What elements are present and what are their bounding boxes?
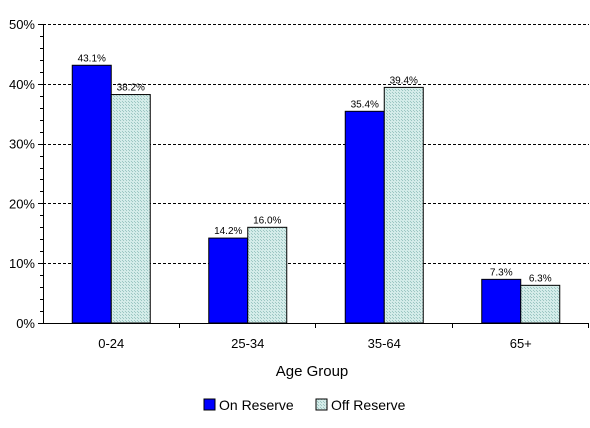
y-tick-label: 20% (9, 196, 35, 211)
bar-on-reserve-25-34 (208, 237, 249, 324)
axes: 0% 10% 20% 30% 40% 50% 0-24 25-34 35-64 65+ (9, 17, 589, 351)
data-label: 16.0% (253, 215, 281, 226)
y-tick-label: 0% (16, 316, 35, 331)
bar-off-reserve-35-64 (383, 86, 424, 324)
data-labels: 43.1% 38.2% 14.2% 16.0% 35.4% 39.4% 7.3% 6.3% (78, 53, 552, 284)
data-label: 43.1% (78, 53, 106, 64)
legend-label-on-reserve: On Reserve (219, 397, 294, 413)
legend-swatch-on-reserve (203, 398, 216, 411)
data-label: 14.2% (214, 226, 242, 237)
y-tick-label: 10% (9, 256, 35, 271)
bar-on-reserve-65+ (481, 278, 522, 324)
legend-label-off-reserve: Off Reserve (331, 397, 406, 413)
bar-off-reserve-0-24 (110, 94, 151, 324)
y-tick-label: 40% (9, 77, 35, 92)
x-tick-label: 25-34 (231, 336, 264, 351)
data-label: 7.3% (490, 267, 513, 278)
bar-off-reserve-25-34 (247, 226, 288, 324)
x-axis-title: Age Group (276, 363, 349, 380)
data-label: 35.4% (351, 99, 379, 110)
x-tick-label: 35-64 (368, 336, 401, 351)
x-tick-label: 0-24 (98, 336, 124, 351)
bars (71, 64, 561, 324)
data-label: 6.3% (529, 273, 552, 284)
legend: On Reserve Off Reserve (203, 397, 406, 413)
bar-on-reserve-35-64 (344, 110, 385, 324)
legend-swatch-off-reserve (315, 398, 328, 411)
bar-off-reserve-65+ (520, 284, 561, 324)
y-tick-label: 30% (9, 137, 35, 152)
data-label: 38.2% (117, 83, 145, 94)
y-tick-label: 50% (9, 17, 35, 32)
x-tick-label: 65+ (510, 336, 532, 351)
data-label: 39.4% (390, 75, 418, 86)
bar-on-reserve-0-24 (71, 64, 112, 324)
